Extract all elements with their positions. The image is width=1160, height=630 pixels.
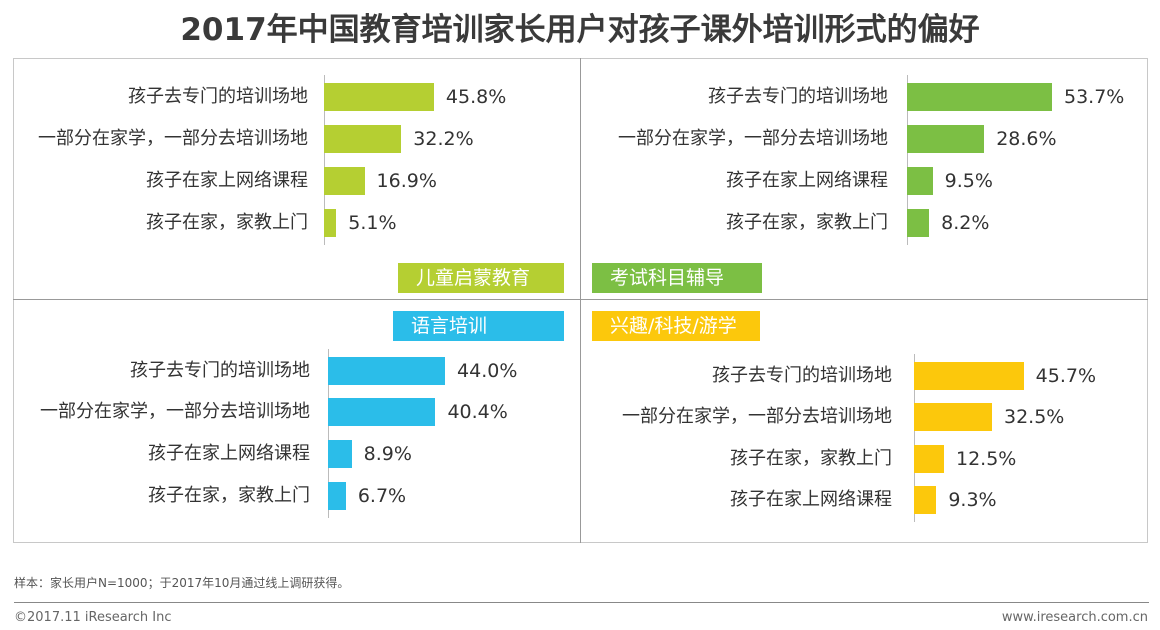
bar: [328, 440, 352, 468]
page-title: 2017年中国教育培训家长用户对孩子课外培训形式的偏好: [180, 12, 980, 48]
website-link[interactable]: www.iresearch.com.cn: [1001, 610, 1148, 625]
axis-line: [914, 354, 915, 522]
category-tag: 语言培训: [393, 311, 564, 341]
category-tag: 兴趣/科技/游学: [592, 311, 760, 341]
category-label: 一部分在家学，一部分去培训场地: [618, 128, 888, 149]
category-label: 孩子去专门的培训场地: [128, 86, 308, 107]
data-label: 5.1%: [348, 212, 397, 234]
data-label: 8.9%: [363, 443, 412, 465]
data-label: 9.3%: [948, 489, 997, 511]
category-label: 孩子在家，家教上门: [726, 212, 888, 233]
bar: [328, 398, 436, 426]
data-label: 6.7%: [357, 485, 407, 507]
category-label: 孩子在家上网络课程: [146, 170, 308, 191]
bar: [328, 357, 446, 385]
category-label: 孩子去专门的培训场地: [708, 86, 888, 107]
bar: [328, 482, 346, 510]
bar: [914, 403, 992, 431]
data-label: 9.5%: [944, 170, 993, 192]
data-label: 32.2%: [413, 128, 474, 150]
category-label: 孩子在家，家教上门: [146, 212, 308, 233]
category-tag: 考试科目辅导: [592, 263, 762, 293]
data-label: 45.8%: [445, 86, 507, 108]
category-label: 一部分在家学，一部分去培训场地: [622, 406, 892, 427]
data-label: 45.7%: [1035, 365, 1097, 387]
bar: [914, 362, 1024, 390]
data-label: 16.9%: [376, 170, 437, 192]
quadrant-divider-horizontal: [13, 299, 1148, 300]
category-label: 孩子在家上网络课程: [730, 489, 892, 510]
axis-line: [328, 349, 329, 518]
category-label: 孩子在家上网络课程: [148, 443, 310, 464]
bar: [907, 125, 985, 153]
data-label: 12.5%: [956, 448, 1017, 470]
bar: [907, 209, 930, 237]
footer-divider: [14, 602, 1149, 603]
data-label: 32.5%: [1004, 406, 1065, 428]
data-label: 53.7%: [1063, 86, 1125, 108]
data-label: 28.6%: [996, 128, 1057, 150]
data-label: 8.2%: [941, 212, 990, 234]
category-label: 孩子在家上网络课程: [726, 170, 888, 191]
category-label: 一部分在家学，一部分去培训场地: [38, 128, 308, 149]
quadrant-divider-vertical: [580, 58, 581, 543]
data-label: 44.0%: [457, 360, 518, 382]
bar: [914, 486, 937, 514]
category-tag: 儿童启蒙教育: [398, 263, 564, 293]
bar: [907, 167, 933, 195]
bar: [324, 125, 402, 153]
bar: [907, 83, 1052, 111]
sample-note: 样本：家长用户N=1000；于2017年10月通过线上调研获得。: [14, 576, 350, 590]
data-label: 40.4%: [447, 401, 508, 423]
category-label: 孩子去专门的培训场地: [130, 360, 310, 381]
axis-line: [324, 75, 325, 245]
bar: [914, 445, 944, 473]
category-label: 一部分在家学，一部分去培训场地: [40, 401, 310, 422]
bar: [324, 209, 337, 237]
category-label: 孩子在家，家教上门: [148, 485, 310, 506]
category-label: 孩子在家，家教上门: [730, 448, 892, 469]
category-label: 孩子去专门的培训场地: [712, 365, 892, 386]
axis-line: [907, 75, 908, 245]
copyright: ©2017.11 iResearch Inc: [14, 610, 172, 625]
bar: [324, 83, 434, 111]
bar: [324, 167, 365, 195]
